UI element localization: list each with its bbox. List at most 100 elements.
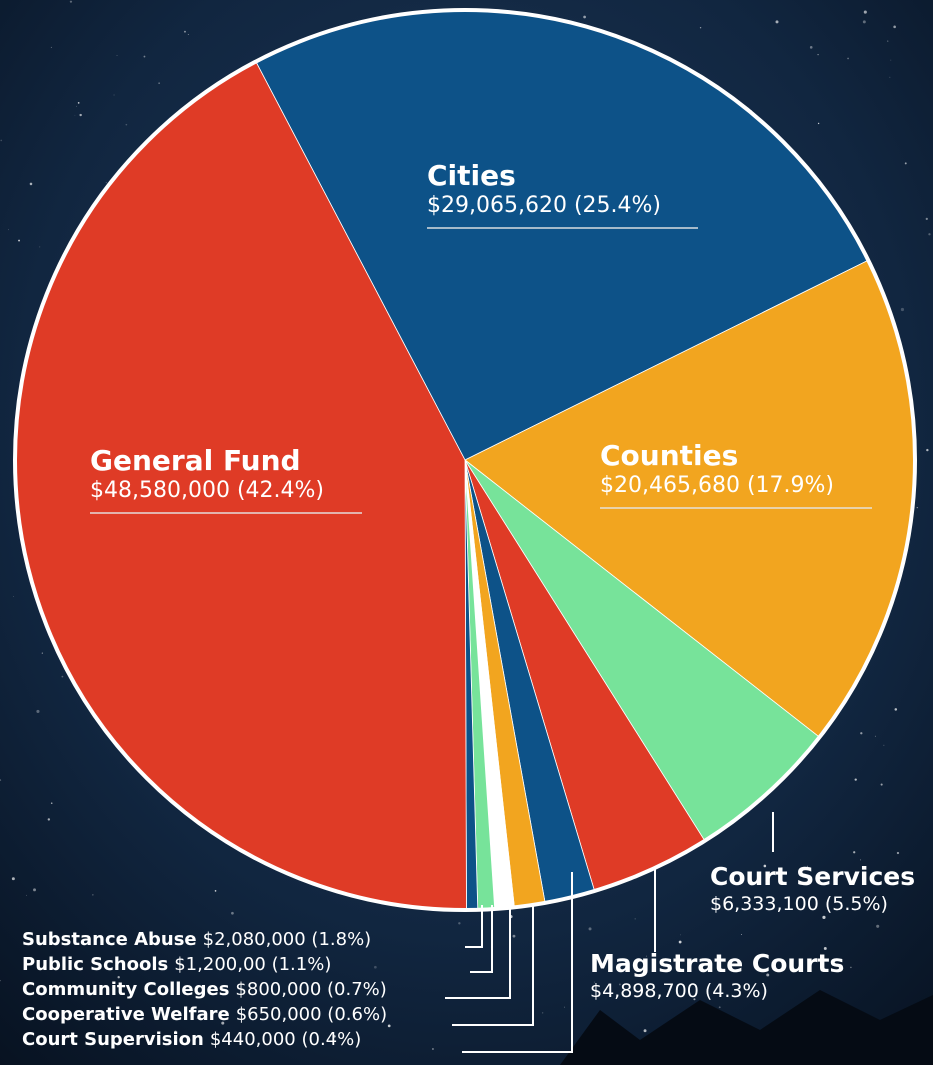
star: [890, 60, 891, 61]
category-label: Magistrate Courts: [590, 949, 844, 978]
value-label: $800,000 (0.7%): [235, 979, 386, 1000]
star: [810, 46, 813, 49]
star: [42, 653, 43, 654]
category-label: Substance Abuse: [22, 929, 197, 950]
star: [679, 941, 682, 944]
label: Community Colleges $800,000 (0.7%): [22, 979, 387, 1000]
category-label: Court Services: [710, 862, 915, 891]
star: [860, 732, 862, 734]
star: [8, 229, 9, 230]
star: [458, 922, 460, 924]
star: [680, 935, 681, 936]
star: [114, 95, 115, 96]
star: [864, 11, 867, 14]
star: [51, 47, 52, 48]
star: [926, 449, 928, 451]
label: Court Supervision $440,000 (0.4%): [22, 1029, 361, 1050]
star: [860, 859, 861, 860]
star: [158, 82, 159, 83]
star: [635, 918, 636, 919]
star: [817, 54, 818, 55]
star: [74, 115, 75, 116]
star: [700, 27, 701, 28]
category-label: Cooperative Welfare: [22, 1004, 230, 1025]
star: [144, 56, 146, 58]
star: [818, 123, 819, 124]
star: [126, 124, 128, 126]
infographic: Cities$29,065,620 (25.4%) Counties$20,465…: [0, 0, 933, 1065]
star: [0, 140, 2, 142]
star: [92, 894, 93, 895]
star: [928, 233, 930, 235]
star: [887, 41, 888, 42]
value-label: $4,898,700 (4.3%): [590, 980, 768, 1002]
star: [875, 736, 876, 737]
star: [876, 925, 879, 928]
star: [926, 218, 928, 220]
star: [855, 778, 857, 780]
star: [901, 308, 904, 311]
star: [897, 852, 899, 854]
star: [853, 851, 855, 853]
star: [889, 77, 890, 78]
star: [513, 935, 516, 938]
value-label: $20,465,680 (17.9%): [600, 473, 834, 498]
value-label: $1,200,00 (1.1%): [174, 954, 331, 975]
star: [70, 1, 72, 3]
star: [564, 1007, 565, 1008]
category-label: Community Colleges: [22, 979, 229, 1000]
star: [51, 802, 53, 804]
star: [741, 934, 742, 935]
star: [883, 745, 884, 746]
star: [106, 182, 107, 183]
star: [79, 114, 81, 116]
star: [850, 967, 852, 969]
star: [30, 183, 33, 186]
star: [881, 784, 883, 786]
star: [62, 676, 64, 678]
star: [215, 890, 217, 892]
star: [18, 240, 20, 242]
label: Public Schools $1,200,00 (1.1%): [22, 954, 331, 975]
star: [905, 162, 907, 164]
star: [388, 1025, 391, 1028]
value-label: $29,065,620 (25.4%): [427, 193, 661, 218]
star: [589, 927, 592, 930]
star: [26, 895, 27, 896]
star: [822, 916, 825, 919]
star: [184, 31, 186, 33]
star: [432, 1048, 434, 1050]
star: [583, 16, 586, 19]
star: [231, 912, 234, 915]
star: [13, 596, 14, 597]
category-label: Public Schools: [22, 954, 168, 975]
category-label: General Fund: [90, 444, 301, 477]
star: [48, 818, 50, 820]
value-label: $650,000 (0.6%): [236, 1004, 387, 1025]
star: [117, 55, 118, 56]
star: [917, 507, 918, 508]
star: [39, 246, 40, 247]
value-label: $48,580,000 (42.4%): [90, 478, 324, 503]
star: [847, 58, 849, 60]
category-label: Court Supervision: [22, 1029, 204, 1050]
star: [12, 877, 15, 880]
star: [374, 966, 377, 969]
star: [188, 34, 189, 35]
label: Substance Abuse $2,080,000 (1.8%): [22, 929, 371, 950]
star: [33, 888, 36, 891]
star: [76, 106, 77, 107]
star: [863, 20, 866, 23]
star: [542, 1012, 543, 1013]
star: [895, 708, 898, 711]
category-label: Cities: [427, 159, 516, 192]
star: [893, 26, 896, 29]
category-label: Counties: [600, 439, 738, 472]
value-label: $2,080,000 (1.8%): [203, 929, 372, 950]
value-label: $6,333,100 (5.5%): [710, 893, 888, 915]
label: Cooperative Welfare $650,000 (0.6%): [22, 1004, 387, 1025]
star: [776, 20, 779, 23]
star: [36, 710, 39, 713]
star: [719, 1006, 721, 1008]
value-label: $440,000 (0.4%): [210, 1029, 361, 1050]
